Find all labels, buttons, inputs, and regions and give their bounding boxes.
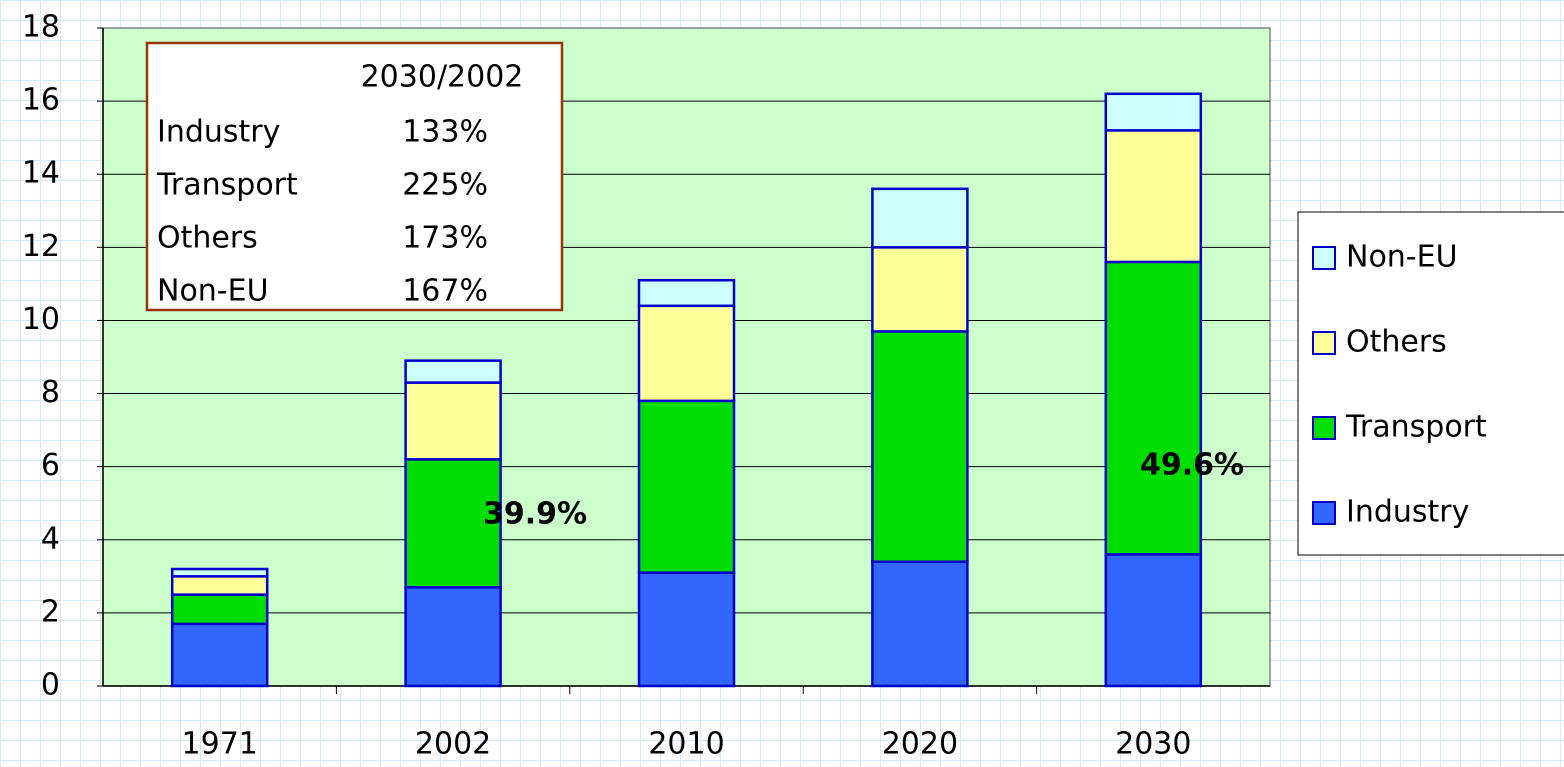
- y-tick-label: 4: [41, 521, 60, 556]
- inset-label: Industry: [157, 115, 280, 150]
- legend-label: Non-EU: [1346, 240, 1458, 275]
- legend-swatch: [1312, 246, 1336, 270]
- inset-value: 133%: [402, 115, 488, 150]
- x-tick-label: 2002: [415, 727, 491, 762]
- x-tick-label: 1971: [182, 727, 258, 762]
- x-tick-label: 2030: [1115, 727, 1191, 762]
- x-tick-label: 2020: [882, 727, 958, 762]
- legend-label: Transport: [1345, 410, 1487, 445]
- inset-label: Transport: [156, 168, 298, 203]
- y-tick-label: 2: [41, 594, 60, 629]
- inset-value: 225%: [402, 168, 488, 203]
- bar-segment: [637, 304, 736, 403]
- bar-segment: [1104, 92, 1203, 132]
- legend-label: Industry: [1346, 495, 1469, 530]
- annotation: 39.9%: [483, 497, 587, 532]
- bar-segment: [170, 622, 269, 688]
- bar-segment: [170, 593, 269, 626]
- annotation: 49.6%: [1140, 448, 1244, 483]
- bar-segment: [404, 458, 502, 589]
- y-tick-label: 18: [22, 10, 60, 45]
- bar-segment: [1104, 260, 1203, 556]
- y-tick-label: 0: [41, 668, 60, 703]
- inset-value: 173%: [402, 221, 488, 256]
- bar-segment: [170, 567, 269, 578]
- inset-header: 2030/2002: [361, 60, 524, 95]
- bar-segment: [871, 187, 969, 249]
- bar-segment: [1104, 553, 1203, 688]
- legend-swatch: [1312, 501, 1336, 525]
- x-tick-label: 2010: [648, 727, 724, 762]
- y-tick-label: 6: [41, 448, 60, 483]
- bar-segment: [170, 575, 269, 596]
- bar-segment: [637, 278, 736, 308]
- legend-label: Others: [1346, 325, 1447, 360]
- inset-label: Non-EU: [157, 274, 269, 309]
- inset-value: 167%: [402, 274, 488, 309]
- legend-swatch: [1312, 331, 1336, 355]
- y-tick-label: 14: [22, 156, 60, 191]
- bar-segment: [404, 381, 502, 461]
- bar-segment: [637, 399, 736, 574]
- bar-segment: [871, 560, 969, 688]
- bar-segment: [404, 586, 502, 688]
- inset-label: Others: [157, 221, 258, 256]
- bar-segment: [404, 359, 502, 384]
- inset-box: [145, 41, 564, 312]
- bar-segment: [871, 246, 969, 333]
- y-tick-label: 16: [22, 83, 60, 118]
- bar-segment: [637, 571, 736, 688]
- y-tick-label: 8: [41, 375, 60, 410]
- bar-segment: [871, 330, 969, 563]
- y-tick-label: 10: [22, 302, 60, 337]
- bar-segment: [1104, 129, 1203, 264]
- y-tick-label: 12: [22, 229, 60, 264]
- legend-swatch: [1312, 416, 1336, 440]
- legend-box: [1297, 211, 1564, 556]
